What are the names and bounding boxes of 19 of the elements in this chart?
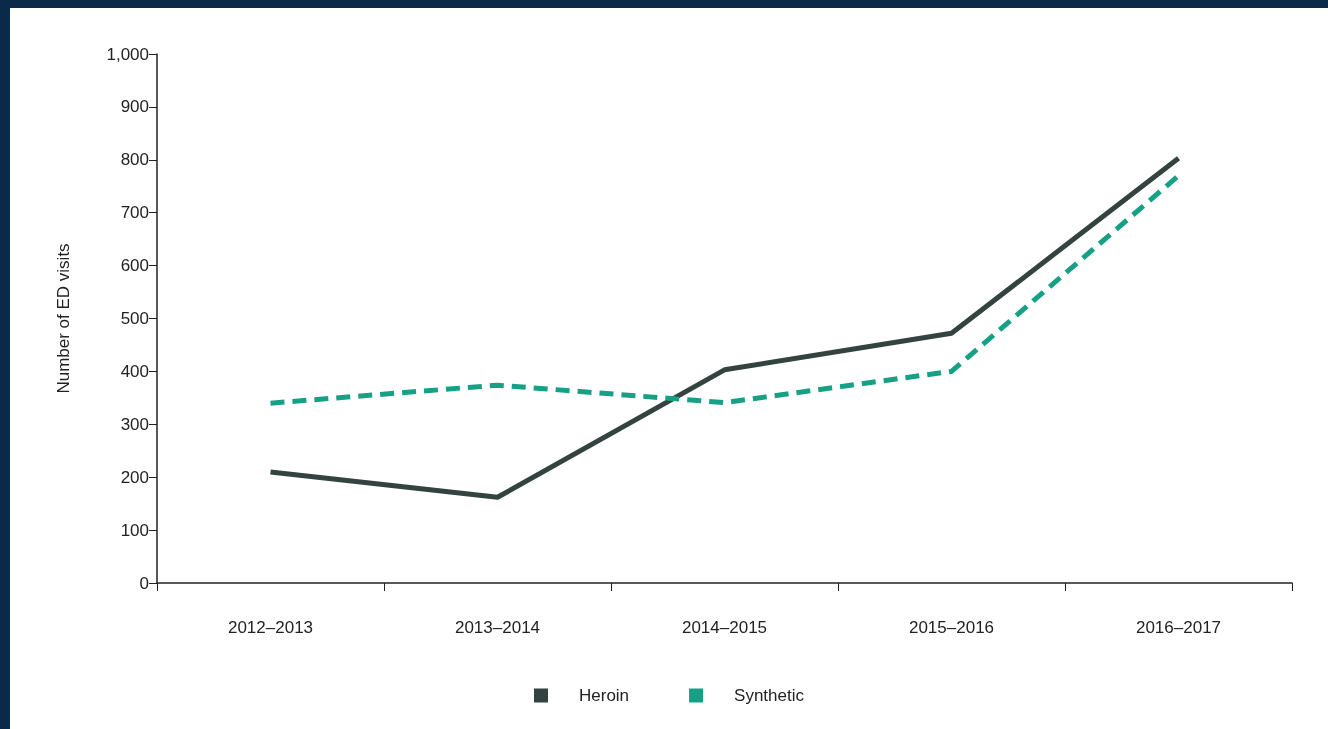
x-tick-label: 2013–2014 (454, 618, 541, 637)
y-tick-label: 200 (120, 467, 149, 487)
x-tick-label: 2014–2015 (681, 618, 768, 637)
y-tick-label: 900 (120, 97, 149, 117)
y-tick-label: 1,000 (106, 44, 149, 64)
legend-label: Heroin (579, 686, 630, 705)
y-tick-label: 700 (120, 203, 149, 223)
y-axis-title: Number of ED visits (54, 243, 73, 394)
y-tick-label: 0 (139, 573, 149, 593)
y-tick-label: 400 (120, 361, 149, 381)
x-tick-label: 2016–2017 (1135, 618, 1222, 637)
y-tick-label: 800 (120, 150, 149, 170)
x-tick-label: 2015–2016 (908, 618, 995, 637)
x-tick-label: 2012–2013 (227, 618, 314, 637)
y-tick-label: 100 (120, 520, 149, 540)
y-tick-label: 600 (120, 256, 149, 276)
y-tick-label: 300 (120, 414, 149, 434)
y-tick-label: 500 (120, 309, 149, 328)
legend-label: Synthetic (734, 686, 805, 705)
